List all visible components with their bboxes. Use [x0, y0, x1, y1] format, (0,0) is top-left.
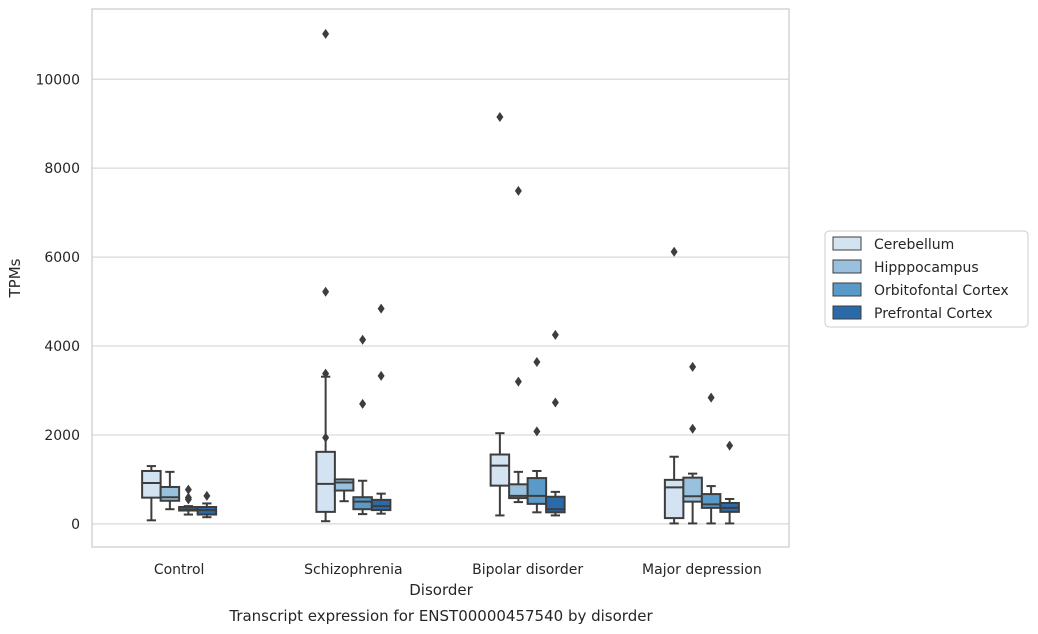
outlier-point: [551, 397, 559, 408]
outlier-point: [707, 392, 715, 403]
chart-caption: Transcript expression for ENST0000045754…: [228, 607, 653, 625]
legend-swatch: [832, 305, 862, 320]
legend-swatch: [832, 236, 862, 251]
outlier-point: [514, 376, 522, 387]
box: [682, 476, 703, 503]
legend: Cerebellum Hipppocampus Orbitofontal Corte…: [824, 230, 1029, 328]
legend-swatch: [832, 259, 862, 274]
y-tick-labels: 0 2000 4000 6000 8000 10000: [35, 72, 80, 533]
outlier-point: [359, 398, 367, 409]
legend-frame: [824, 230, 1029, 328]
x-tick-label: Bipolar disorder: [472, 562, 583, 578]
gridlines: [92, 78, 789, 525]
y-tick-label: 4000: [44, 339, 80, 355]
outlier-point: [689, 423, 697, 434]
box: [370, 498, 392, 512]
legend-label: Hipppocampus: [874, 260, 979, 276]
box-groups: [141, 28, 740, 525]
outlier-point: [689, 361, 697, 372]
legend-swatch: [832, 282, 862, 297]
outlier-point: [322, 368, 330, 379]
box: [526, 477, 548, 505]
outlier-point: [533, 357, 541, 368]
box: [663, 478, 685, 520]
outlier-point: [203, 490, 211, 501]
outlier-point: [359, 334, 367, 345]
x-tick-label: Schizophrenia: [304, 562, 402, 578]
outlier-point: [551, 329, 559, 340]
y-axis-label: TPMs: [6, 258, 24, 298]
legend-item: Orbitofontal Cortex: [832, 282, 1009, 299]
box-group: [315, 28, 392, 523]
box: [159, 485, 181, 502]
outlier-point: [377, 370, 385, 381]
outlier-point: [670, 246, 678, 257]
y-tick-label: 6000: [44, 250, 80, 266]
x-tick-labels: Control Schizophrenia Bipolar disorder Majo…: [154, 562, 762, 578]
box: [315, 450, 336, 513]
box-group: [141, 465, 218, 522]
outlier-point: [322, 286, 330, 297]
legend-item: Cerebellum: [832, 236, 954, 253]
box: [352, 496, 373, 511]
y-tick-label: 10000: [35, 72, 80, 88]
outlier-point: [377, 303, 385, 314]
box: [141, 469, 162, 499]
outlier-point: [322, 432, 330, 443]
box: [700, 493, 722, 509]
legend-label: Orbitofontal Cortex: [874, 283, 1009, 299]
box: [489, 453, 511, 487]
x-tick-label: Major depression: [642, 562, 762, 578]
y-tick-label: 0: [71, 517, 80, 533]
outlier-point: [533, 426, 541, 437]
x-axis-label: Disorder: [409, 581, 473, 599]
outlier-point: [726, 440, 734, 451]
outlier-point: [496, 112, 504, 123]
box: [333, 478, 355, 492]
box-group: [663, 246, 740, 525]
outlier-point: [322, 28, 330, 39]
legend-label: Prefrontal Cortex: [874, 306, 993, 322]
plot-frame: [91, 8, 790, 548]
legend-item: Prefrontal Cortex: [832, 305, 993, 322]
outlier-point: [184, 492, 192, 503]
box-group: [489, 112, 566, 517]
legend-label: Cerebellum: [874, 237, 954, 253]
x-tick-label: Control: [154, 562, 205, 578]
legend-item: Hipppocampus: [832, 259, 979, 276]
y-tick-label: 2000: [44, 428, 80, 444]
outlier-point: [514, 185, 522, 196]
outlier-point: [184, 484, 192, 495]
y-tick-label: 8000: [44, 161, 80, 177]
